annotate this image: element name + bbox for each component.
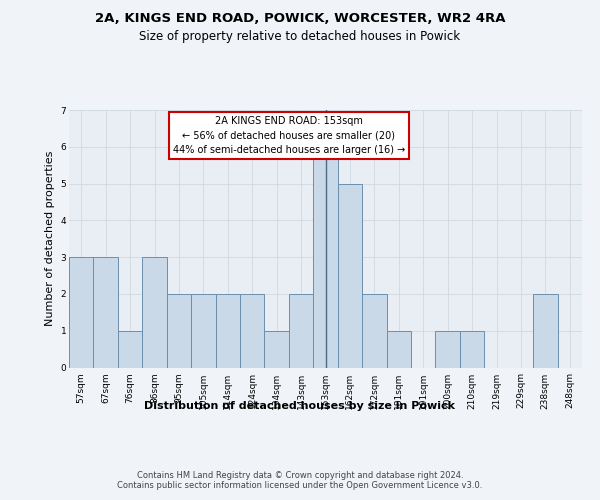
Bar — [338, 184, 362, 368]
Bar — [386, 330, 411, 368]
Bar — [289, 294, 313, 368]
Bar — [118, 330, 142, 368]
Bar — [313, 147, 338, 368]
Bar — [240, 294, 265, 368]
Bar — [215, 294, 240, 368]
Text: 2A, KINGS END ROAD, POWICK, WORCESTER, WR2 4RA: 2A, KINGS END ROAD, POWICK, WORCESTER, W… — [95, 12, 505, 26]
Bar — [167, 294, 191, 368]
Bar — [460, 330, 484, 368]
Bar — [265, 330, 289, 368]
Text: 2A KINGS END ROAD: 153sqm
← 56% of detached houses are smaller (20)
44% of semi-: 2A KINGS END ROAD: 153sqm ← 56% of detac… — [173, 116, 405, 155]
Y-axis label: Number of detached properties: Number of detached properties — [45, 151, 55, 326]
Bar — [362, 294, 386, 368]
Text: Size of property relative to detached houses in Powick: Size of property relative to detached ho… — [139, 30, 461, 43]
Bar — [436, 330, 460, 368]
Bar — [69, 257, 94, 368]
Bar — [142, 257, 167, 368]
Bar — [533, 294, 557, 368]
Bar — [94, 257, 118, 368]
Text: Contains HM Land Registry data © Crown copyright and database right 2024.
Contai: Contains HM Land Registry data © Crown c… — [118, 470, 482, 490]
Text: Distribution of detached houses by size in Powick: Distribution of detached houses by size … — [145, 401, 455, 411]
Bar — [191, 294, 215, 368]
